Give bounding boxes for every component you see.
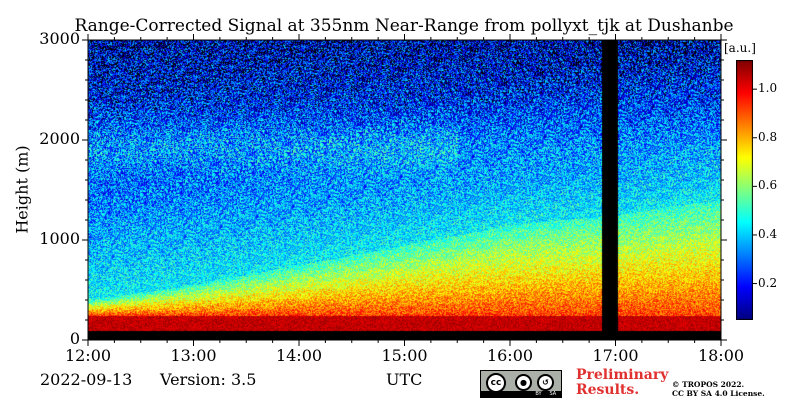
preliminary-note: Preliminary Results. [576, 368, 668, 398]
x-tick-label: 13:00 [170, 346, 217, 365]
cc-strip: BY SA [481, 391, 561, 397]
plot-frame [87, 39, 722, 341]
x-tick-label: 17:00 [592, 346, 639, 365]
x-tick-label: 16:00 [486, 346, 534, 365]
x-tick-label: 15:00 [381, 346, 428, 365]
copyright-line2: CC BY SA 4.0 License. [672, 389, 765, 398]
copyright-line1: © TROPOS 2022. [672, 380, 745, 389]
y-tick-label: 3000 [39, 29, 80, 48]
chart-title: Range-Corrected Signal at 355nm Near-Ran… [74, 16, 734, 36]
y-tick-label: 1000 [39, 229, 80, 248]
preliminary-line1: Preliminary [576, 367, 669, 383]
copyright-note: © TROPOS 2022. CC BY SA 4.0 License. [672, 380, 765, 398]
colorbar [736, 60, 753, 320]
date-label: 2022-09-13 [40, 370, 133, 389]
y-tick-label: 0 [69, 329, 80, 348]
rcs-heatmap [88, 40, 721, 340]
colorbar-tick-label: 0.2 [758, 275, 778, 290]
x-tick-label: 14:00 [275, 346, 323, 365]
share-alike-icon: ↺ [537, 374, 554, 391]
x-axis-label: UTC [386, 370, 423, 389]
colorbar-tick-label: 0.8 [758, 129, 778, 144]
y-tick-label: 2000 [39, 129, 80, 148]
colorbar-unit: [a.u.] [724, 41, 756, 55]
cc-license-badge[interactable]: cc ● ↺ BY SA [480, 370, 562, 398]
sa-label: SA [549, 391, 557, 397]
attribution-icon: ● [515, 374, 532, 391]
version-label: Version: 3.5 [160, 370, 257, 389]
preliminary-line2: Results. [576, 382, 640, 398]
x-tick-label: 12:00 [64, 346, 112, 365]
cc-icon: cc [486, 373, 506, 393]
by-label: BY [535, 391, 542, 397]
colorbar-tick-label: 0.6 [758, 178, 778, 193]
colorbar-tick-label: 0.4 [758, 226, 778, 241]
x-tick-label: 18:00 [697, 346, 745, 365]
colorbar-tick-label: 1.0 [758, 81, 778, 96]
